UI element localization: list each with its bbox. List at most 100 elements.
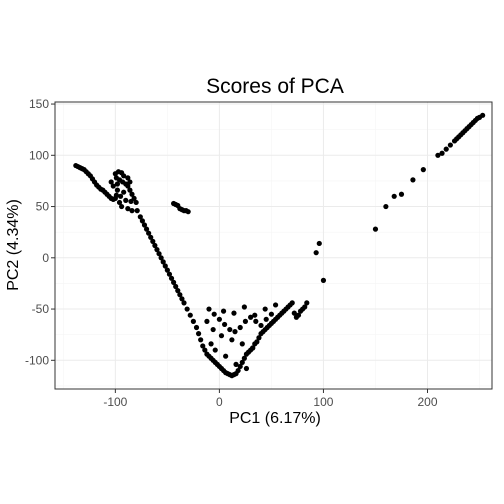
scatter-point xyxy=(121,173,127,179)
scatter-point xyxy=(146,230,152,236)
scatter-point xyxy=(123,197,129,203)
x-tick-label: 200 xyxy=(417,395,437,409)
scatter-point xyxy=(137,214,143,220)
scatter-point xyxy=(195,331,202,337)
scatter-point xyxy=(116,199,123,206)
scatter-point xyxy=(168,275,175,281)
scatter-point xyxy=(143,226,150,232)
scatter-point xyxy=(129,191,135,197)
y-tick-label: -100 xyxy=(25,353,49,367)
scatter-point xyxy=(372,226,379,232)
scatter-point xyxy=(164,267,170,273)
scatter-point xyxy=(252,312,258,318)
scatter-point xyxy=(268,311,275,317)
scatter-point xyxy=(179,296,185,302)
scatter-point xyxy=(162,263,168,269)
y-axis-title: PC2 (4.34%) xyxy=(5,199,22,291)
scatter-point xyxy=(262,306,268,312)
scatter-point xyxy=(110,183,116,189)
scatter-point xyxy=(241,304,247,310)
scatter-point xyxy=(263,316,269,322)
scatter-point xyxy=(232,329,238,335)
scatter-point xyxy=(125,175,131,181)
scatter-point xyxy=(198,337,204,343)
scatter-point xyxy=(272,302,279,308)
scatter-point xyxy=(291,310,297,316)
scatter-point xyxy=(177,292,183,298)
x-tick-label: -100 xyxy=(103,395,127,409)
scatter-point xyxy=(466,124,472,130)
y-tick-label: -50 xyxy=(32,302,50,316)
scatter-point xyxy=(210,326,216,333)
scatter-point xyxy=(114,181,121,187)
scatter-point xyxy=(391,193,397,199)
scatter-point xyxy=(133,199,139,206)
scatter-point xyxy=(239,359,245,365)
scatter-point xyxy=(295,312,302,318)
scatter-point xyxy=(134,208,140,214)
scatter-point xyxy=(166,271,173,277)
plot-panel-border xyxy=(54,101,493,390)
scatter-point xyxy=(258,322,264,329)
scatter-point xyxy=(320,277,327,283)
scatter-point xyxy=(241,355,247,361)
scatter-point xyxy=(447,142,453,148)
scatter-point xyxy=(125,183,131,189)
scatter-point xyxy=(117,193,124,199)
x-tick-label: 0 xyxy=(216,395,223,409)
scatter-point xyxy=(121,189,127,195)
scatter-point xyxy=(139,218,145,224)
scatter-point xyxy=(253,318,259,324)
scatter-point xyxy=(235,367,241,374)
scatter-point xyxy=(204,318,210,324)
scatter-point xyxy=(193,324,200,331)
scatter-point xyxy=(148,234,154,240)
scatter-point xyxy=(125,206,131,212)
scatter-point xyxy=(454,136,460,142)
scatter-point xyxy=(220,308,227,314)
scatter-point xyxy=(254,339,260,345)
scatter-point xyxy=(470,119,476,126)
scatter-point xyxy=(443,146,449,152)
scatter-point xyxy=(289,300,295,306)
scatter-point xyxy=(420,167,426,173)
scatter-point xyxy=(185,209,191,215)
scatter-point xyxy=(304,300,310,306)
scatter-point xyxy=(211,311,217,317)
scatter-point xyxy=(474,115,481,121)
scatter-point xyxy=(248,314,254,320)
scatter-point xyxy=(118,203,125,210)
scatter-point xyxy=(171,279,177,285)
scatter-point xyxy=(114,187,121,193)
scatter-point xyxy=(173,283,179,290)
scatter-point xyxy=(129,208,135,214)
scatter-point xyxy=(231,310,237,316)
scatter-point xyxy=(218,333,225,339)
scatter-point xyxy=(239,341,245,347)
scatter-point xyxy=(156,251,162,257)
scatter-point xyxy=(383,203,389,210)
scatter-point xyxy=(113,192,119,198)
scatter-point xyxy=(256,335,262,341)
scatter-point xyxy=(313,250,319,256)
scatter-point xyxy=(237,324,243,331)
scatter-point xyxy=(439,150,445,156)
x-axis-title: PC1 (6.17%) xyxy=(229,410,321,427)
scatter-point xyxy=(208,341,214,347)
scatter-point xyxy=(160,259,166,265)
scatter-point xyxy=(223,353,229,359)
chart-title: Scores of PCA xyxy=(206,75,344,98)
scatter-point xyxy=(206,306,212,312)
scatter-point xyxy=(458,132,464,138)
scatter-point xyxy=(316,240,322,247)
scatter-point xyxy=(108,179,114,185)
scatter-point xyxy=(237,363,243,370)
scatter-point xyxy=(212,347,218,353)
scatter-point xyxy=(187,312,193,318)
scatter-point xyxy=(229,337,235,343)
scatter-point xyxy=(158,255,164,261)
y-tick-label: 150 xyxy=(29,97,49,111)
scatter-point xyxy=(190,318,196,324)
scatter-point xyxy=(227,326,233,333)
